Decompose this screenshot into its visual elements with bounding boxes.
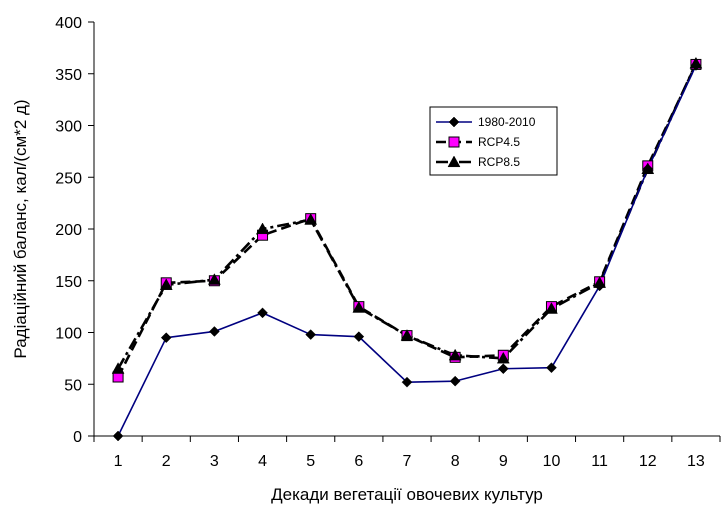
x-tick-label: 13 bbox=[687, 453, 705, 470]
data-point-series-3 bbox=[400, 329, 414, 341]
x-tick-label: 4 bbox=[258, 453, 267, 470]
y-tick-label: 300 bbox=[55, 119, 82, 136]
x-tick-label: 9 bbox=[499, 453, 508, 470]
legend-marker-1 bbox=[448, 116, 460, 128]
data-point-series-3 bbox=[159, 278, 173, 290]
x-tick-label: 11 bbox=[591, 453, 608, 470]
data-point-series-3 bbox=[111, 362, 125, 374]
data-point-series-1 bbox=[401, 376, 413, 388]
x-tick-label: 6 bbox=[354, 453, 363, 470]
legend-marker-3 bbox=[447, 155, 461, 168]
legend-marker-2 bbox=[448, 136, 460, 148]
x-tick-label: 1 bbox=[114, 453, 123, 470]
y-tick-label: 200 bbox=[55, 222, 82, 239]
data-point-series-3 bbox=[352, 301, 366, 313]
legend: 1980-2010 RCP4.5 RCP8.5 bbox=[429, 106, 558, 176]
data-point-series-1 bbox=[449, 375, 461, 387]
data-point-series-1 bbox=[257, 307, 268, 319]
data-point-series-3 bbox=[256, 222, 269, 235]
y-tick-label: 400 bbox=[55, 15, 82, 32]
data-point-series-1 bbox=[594, 280, 605, 292]
axes bbox=[93, 22, 720, 437]
data-point-series-3 bbox=[448, 348, 462, 361]
x-tick-label: 2 bbox=[162, 453, 171, 470]
data-point-series-1 bbox=[642, 163, 654, 175]
legend-label-3: RCP8.5 bbox=[478, 155, 520, 169]
data-point-series-1 bbox=[497, 363, 509, 375]
data-point-series-3 bbox=[207, 273, 221, 285]
legend-label-1: 1980-2010 bbox=[478, 115, 536, 129]
data-point-series-1 bbox=[546, 362, 557, 374]
data-point-series-1 bbox=[305, 329, 317, 340]
y-tick-label: 0 bbox=[73, 429, 82, 446]
y-tick-label: 100 bbox=[55, 326, 82, 343]
series-layer bbox=[111, 56, 703, 442]
data-point-series-1 bbox=[209, 326, 220, 337]
x-tick-label: 5 bbox=[306, 453, 315, 470]
legend-label-2: RCP4.5 bbox=[478, 135, 520, 149]
x-axis-title: Декади вегетації овочевих культур bbox=[271, 485, 543, 504]
data-point-series-3 bbox=[304, 213, 318, 225]
series-line-3 bbox=[116, 62, 698, 370]
data-point-series-3 bbox=[545, 302, 558, 314]
y-axis-title: Радіаційний баланс, кал/(см*2 д) bbox=[11, 99, 30, 358]
x-tick-label: 3 bbox=[210, 453, 219, 470]
x-tick-label: 7 bbox=[403, 453, 412, 470]
data-point-series-1 bbox=[112, 430, 124, 442]
y-tick-label: 50 bbox=[64, 377, 82, 394]
data-point-series-1 bbox=[160, 332, 172, 344]
y-tick-label: 250 bbox=[55, 170, 82, 187]
data-point-series-1 bbox=[690, 60, 702, 71]
data-point-series-3 bbox=[496, 351, 510, 364]
y-tick-label: 350 bbox=[55, 67, 82, 84]
x-tick-label: 8 bbox=[451, 453, 460, 470]
x-tick-label: 10 bbox=[543, 453, 561, 470]
y-tick-label: 150 bbox=[55, 274, 82, 291]
data-point-series-1 bbox=[353, 331, 365, 342]
x-tick-label: 12 bbox=[639, 453, 657, 470]
